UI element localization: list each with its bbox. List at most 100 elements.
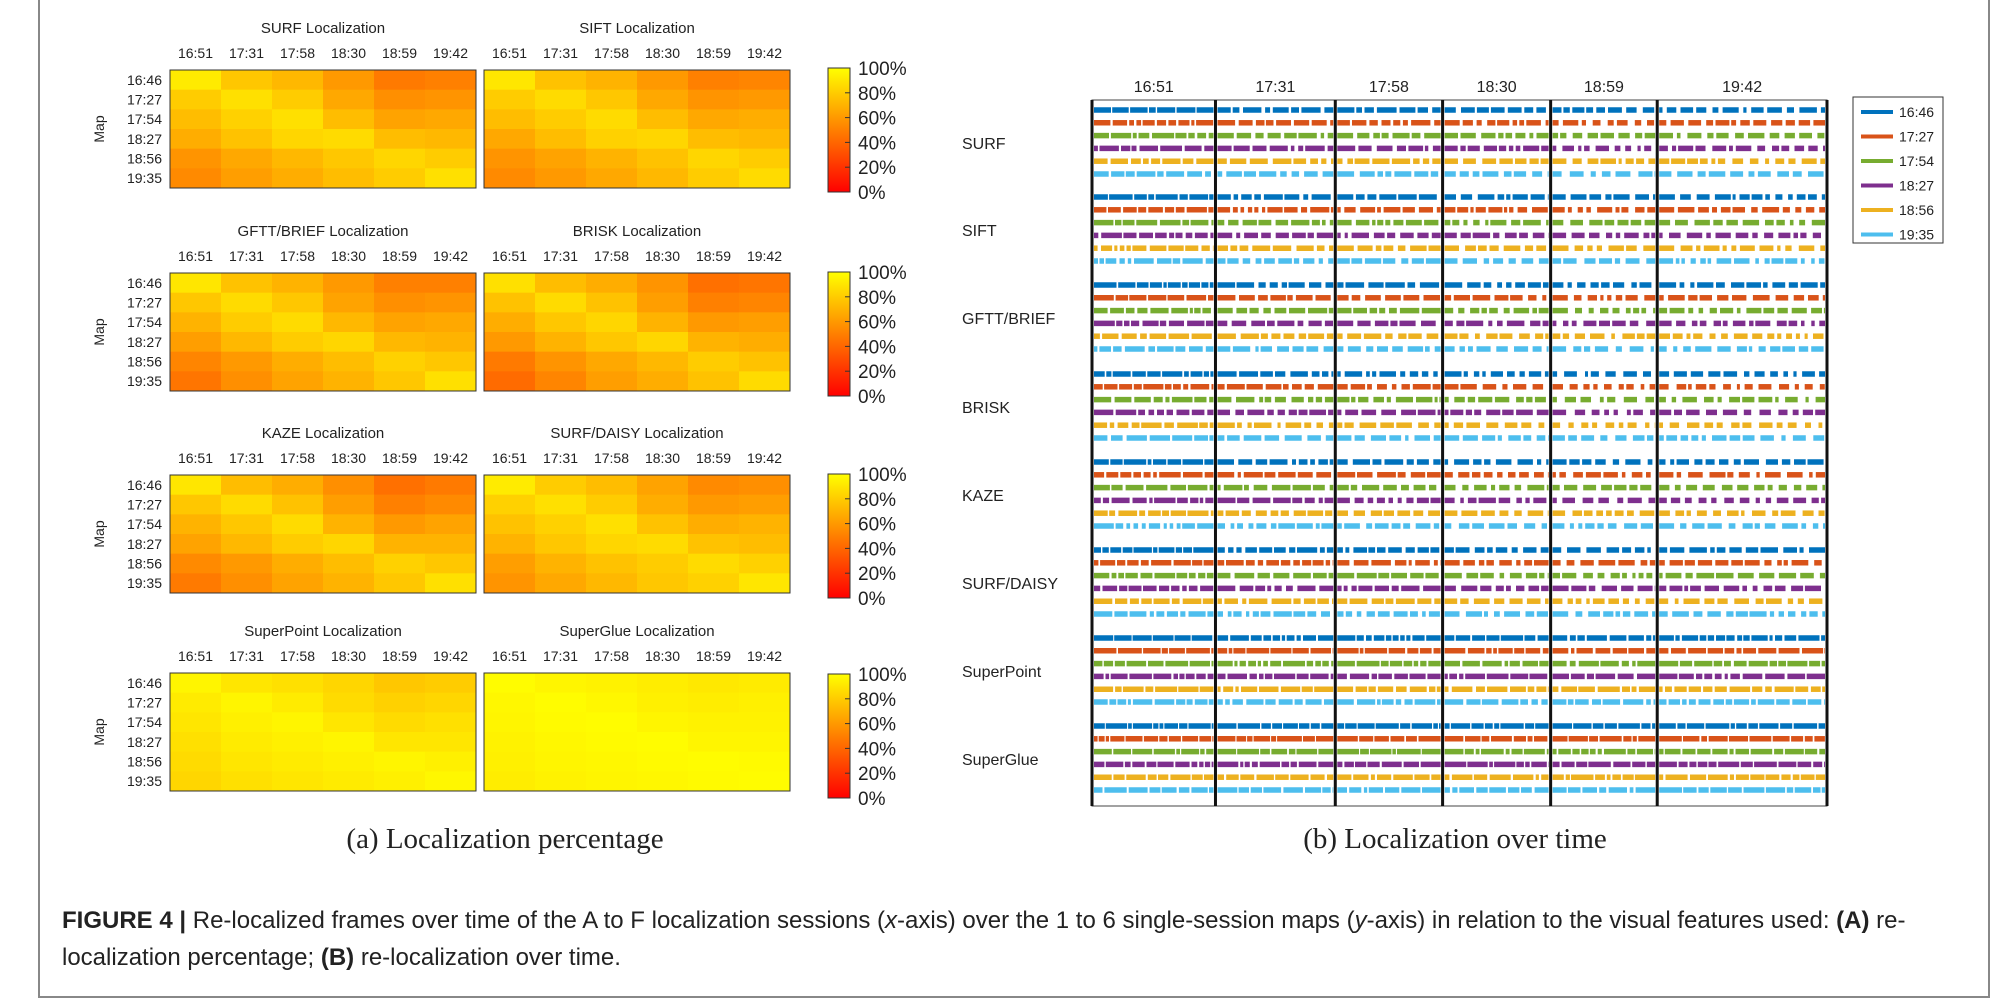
feature-label: SuperGlue <box>962 752 1039 769</box>
heatmap-cell <box>535 70 587 91</box>
caption-a-ref: (A) <box>1836 907 1870 934</box>
heatmap-cell <box>374 312 426 333</box>
heatmap-cell <box>323 371 375 392</box>
heatmap-cell <box>221 89 273 110</box>
heatmap-title: GFTT/BRIEF Localization <box>238 223 409 240</box>
heatmap-cell <box>323 494 375 515</box>
heatmap-cell <box>535 494 587 515</box>
heatmap-cell <box>374 89 426 110</box>
heatmap-cell <box>221 732 273 753</box>
colorbar-tick-label: 80% <box>858 288 896 309</box>
heatmap-cell <box>484 351 536 372</box>
heatmap-cell <box>586 553 638 574</box>
session-tick-label: 17:31 <box>543 450 578 466</box>
heatmap-cell <box>637 553 689 574</box>
heatmap-cell <box>637 129 689 150</box>
heatmap-cell <box>586 273 638 294</box>
caption-y: y <box>1354 907 1367 934</box>
session-tick-label: 19:42 <box>747 45 782 61</box>
map-tick-label: 18:27 <box>127 536 162 552</box>
heatmap-cell <box>484 109 536 130</box>
heatmap-cell <box>484 573 536 594</box>
heatmap-cell <box>688 109 740 130</box>
session-tick-label: 17:31 <box>229 450 264 466</box>
heatmap-cell <box>170 351 222 372</box>
feature-label: SuperPoint <box>962 664 1042 681</box>
heatmap-cell <box>323 129 375 150</box>
heatmap-cell <box>586 89 638 110</box>
heatmap-cell <box>637 673 689 694</box>
heatmap-cell <box>221 494 273 515</box>
heatmap-cell <box>323 692 375 713</box>
session-tick-label: 18:59 <box>696 248 731 264</box>
session-tick-label: 18:30 <box>331 450 366 466</box>
heatmap-cell <box>374 475 426 496</box>
colorbar-tick-label: 80% <box>858 84 896 105</box>
heatmap-cell <box>535 148 587 169</box>
heatmap-cell <box>637 534 689 555</box>
session-tick-label: 17:58 <box>280 45 315 61</box>
map-tick-label: 17:54 <box>127 314 162 330</box>
heatmap-cell <box>374 70 426 91</box>
heatmap-cell <box>323 168 375 189</box>
heatmap-cell <box>484 475 536 496</box>
heatmap-border <box>169 672 477 792</box>
heatmap-cell <box>272 475 324 496</box>
heatmap-cell <box>484 89 536 110</box>
caption-text-5: re-localization over time. <box>354 944 621 971</box>
heatmap-cell <box>221 712 273 733</box>
heatmap-cell <box>688 692 740 713</box>
heatmap-cell <box>425 673 477 694</box>
session-tick-label: 17:31 <box>543 648 578 664</box>
colorbar-tick-label: 40% <box>858 337 896 358</box>
heatmap-cell <box>637 109 689 130</box>
session-tick-label: 17:58 <box>280 648 315 664</box>
heatmap-border <box>483 672 791 792</box>
heatmap-cell <box>323 712 375 733</box>
heatmap-cell <box>425 534 477 555</box>
map-tick-label: 18:56 <box>127 151 162 167</box>
heatmap-cell <box>170 168 222 189</box>
colorbar-tick-label: 80% <box>858 490 896 511</box>
heatmap-cell <box>425 292 477 313</box>
heatmap-cell <box>170 514 222 535</box>
colorbar-tick-label: 100% <box>858 665 907 686</box>
heatmap-cell <box>586 534 638 555</box>
colorbar-tick-label: 100% <box>858 263 907 284</box>
map-tick-label: 18:56 <box>127 556 162 572</box>
heatmap-cell <box>484 292 536 313</box>
heatmap-cell <box>688 332 740 353</box>
colorbar-tick-label: 40% <box>858 539 896 560</box>
session-label: 18:30 <box>1477 79 1517 96</box>
heatmap-cell <box>170 371 222 392</box>
heatmap-cell <box>425 692 477 713</box>
heatmap-title: SuperPoint Localization <box>244 623 402 640</box>
feature-label: GFTT/BRIEF <box>962 311 1056 328</box>
heatmap-cell <box>374 292 426 313</box>
heatmap-cell <box>425 148 477 169</box>
session-tick-label: 17:58 <box>280 450 315 466</box>
heatmap-cell <box>688 312 740 333</box>
heatmap-cell <box>535 692 587 713</box>
heatmap-cell <box>221 312 273 333</box>
heatmap-cell <box>586 129 638 150</box>
heatmap-cell <box>637 573 689 594</box>
heatmap-cell <box>535 351 587 372</box>
heatmap-cell <box>688 371 740 392</box>
heatmap-cell <box>586 371 638 392</box>
map-tick-label: 19:35 <box>127 170 162 186</box>
session-tick-label: 19:42 <box>433 248 468 264</box>
heatmap-cell <box>323 475 375 496</box>
heatmap-title: SuperGlue Localization <box>559 623 714 640</box>
caption-b-ref: (B) <box>320 944 355 971</box>
heatmap-cell <box>221 534 273 555</box>
session-label: 17:58 <box>1369 79 1409 96</box>
heatmap-cell <box>272 148 324 169</box>
caption-text-3: -axis) in relation to the visual feature… <box>1366 907 1837 934</box>
heatmap-cell <box>586 732 638 753</box>
heatmap-cell <box>586 475 638 496</box>
heatmap-cell <box>272 312 324 333</box>
session-tick-label: 16:51 <box>492 648 527 664</box>
session-tick-label: 17:31 <box>543 248 578 264</box>
heatmap-cell <box>586 70 638 91</box>
